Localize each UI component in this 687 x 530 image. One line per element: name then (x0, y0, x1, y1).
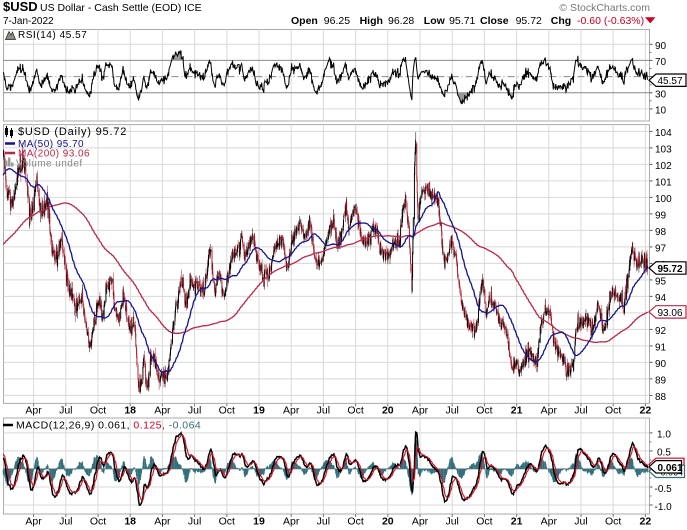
svg-text:103: 103 (655, 145, 672, 156)
svg-text:Jul: Jul (574, 404, 587, 416)
svg-text:20: 20 (382, 404, 394, 416)
svg-text:22: 22 (640, 516, 652, 528)
svg-text:RSI(14) 45.57: RSI(14) 45.57 (18, 30, 87, 41)
svg-text:$USD (Daily) 95.72: $USD (Daily) 95.72 (18, 126, 127, 138)
svg-text:Jul: Jul (188, 404, 201, 416)
svg-text:Apr: Apr (541, 404, 558, 416)
svg-text:Apr: Apr (541, 516, 558, 528)
svg-text:90: 90 (655, 41, 667, 52)
svg-text:91: 91 (655, 343, 667, 354)
svg-text:© StockCharts.com: © StockCharts.com (559, 2, 650, 14)
svg-text:22: 22 (640, 404, 652, 416)
svg-text:7-Jan-2022: 7-Jan-2022 (3, 16, 54, 27)
svg-text:Jul: Jul (59, 516, 72, 528)
svg-text:Jul: Jul (445, 404, 458, 416)
svg-text:100: 100 (655, 194, 672, 205)
svg-text:93.06: 93.06 (658, 308, 683, 319)
svg-text:High: High (360, 15, 383, 27)
svg-text:0.061: 0.061 (658, 463, 683, 474)
svg-text:96.28: 96.28 (388, 15, 414, 27)
svg-text:Oct: Oct (347, 516, 363, 528)
svg-text:30: 30 (655, 90, 667, 101)
svg-text:95: 95 (655, 277, 667, 288)
svg-text:95.71: 95.71 (449, 15, 475, 27)
svg-text:0.5: 0.5 (657, 448, 671, 459)
svg-text:90: 90 (655, 359, 667, 370)
svg-text:Oct: Oct (605, 404, 621, 416)
svg-text:-1.0: -1.0 (655, 502, 673, 513)
svg-text:97: 97 (655, 244, 667, 255)
svg-text:Oct: Oct (347, 404, 363, 416)
svg-text:Close: Close (480, 15, 509, 27)
svg-text:MA(200) 93.06: MA(200) 93.06 (18, 149, 90, 160)
svg-text:Low: Low (424, 15, 446, 27)
svg-text:Oct: Oct (476, 404, 492, 416)
svg-text:-0.60 (-0.63%): -0.60 (-0.63%) (577, 15, 644, 27)
svg-text:Oct: Oct (605, 516, 621, 528)
svg-text:$USD: $USD (3, 0, 38, 14)
svg-text:95.72: 95.72 (658, 264, 683, 275)
svg-text:Apr: Apr (412, 516, 429, 528)
svg-text:MA(50) 95.70: MA(50) 95.70 (18, 139, 84, 150)
svg-text:104: 104 (655, 128, 672, 139)
svg-text:18: 18 (124, 516, 136, 528)
svg-text:20: 20 (382, 516, 394, 528)
svg-text:94: 94 (655, 293, 667, 304)
svg-text:-0.5: -0.5 (655, 484, 673, 495)
svg-text:88: 88 (655, 392, 667, 403)
svg-text:101: 101 (655, 178, 672, 189)
svg-text:Jul: Jul (445, 516, 458, 528)
svg-text:21: 21 (511, 404, 523, 416)
svg-text:Apr: Apr (154, 516, 171, 528)
svg-text:92: 92 (655, 326, 667, 337)
svg-text:98: 98 (655, 227, 667, 238)
svg-text:Open: Open (291, 15, 318, 27)
svg-text:1.0: 1.0 (657, 430, 671, 441)
svg-text:19: 19 (253, 404, 265, 416)
svg-text:Chg: Chg (551, 15, 571, 27)
svg-text:10: 10 (655, 106, 667, 117)
svg-text:Jul: Jul (317, 404, 330, 416)
svg-text:Apr: Apr (154, 404, 171, 416)
svg-text:Apr: Apr (25, 516, 42, 528)
svg-text:Volume undef: Volume undef (16, 159, 83, 170)
svg-text:Apr: Apr (25, 404, 42, 416)
svg-text:Apr: Apr (412, 404, 429, 416)
svg-text:Oct: Oct (476, 516, 492, 528)
svg-text:70: 70 (655, 57, 667, 68)
svg-text:102: 102 (655, 161, 672, 172)
svg-text:99: 99 (655, 211, 667, 222)
svg-text:21: 21 (511, 516, 523, 528)
svg-text:Oct: Oct (219, 516, 235, 528)
svg-text:Jul: Jul (317, 516, 330, 528)
svg-text:Apr: Apr (283, 516, 300, 528)
svg-text:Jul: Jul (188, 516, 201, 528)
svg-text:Jul: Jul (59, 404, 72, 416)
svg-text:Jul: Jul (574, 516, 587, 528)
svg-text:Oct: Oct (219, 404, 235, 416)
svg-text:MACD(12,26,9) 0.061, 0.125, -0: MACD(12,26,9) 0.061, 0.125, -0.064 (16, 420, 201, 432)
svg-text:95.72: 95.72 (516, 15, 542, 27)
svg-text:45.57: 45.57 (658, 76, 683, 87)
svg-text:Oct: Oct (90, 404, 106, 416)
svg-text:Apr: Apr (283, 404, 300, 416)
svg-text:19: 19 (253, 516, 265, 528)
svg-text:US Dollar - Cash Settle (EOD): US Dollar - Cash Settle (EOD) ICE (40, 2, 202, 14)
svg-text:96.25: 96.25 (324, 15, 350, 27)
svg-text:Oct: Oct (90, 516, 106, 528)
svg-text:89: 89 (655, 376, 667, 387)
svg-text:18: 18 (124, 404, 136, 416)
